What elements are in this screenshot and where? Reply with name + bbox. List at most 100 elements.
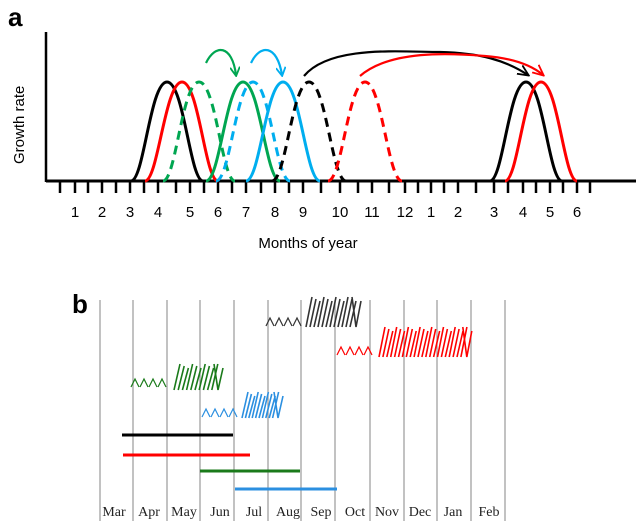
tick-label: 9: [299, 204, 307, 221]
tick-label: 2: [454, 204, 462, 221]
shoot-mark: [428, 328, 437, 358]
shoot-mark: [181, 367, 190, 391]
month-label: Sep: [311, 505, 332, 520]
triangle-markers: [130, 316, 373, 418]
shoot-mark: [349, 300, 357, 328]
shoot-mark: [309, 298, 317, 328]
shoot-mark: [425, 326, 433, 358]
tick-label: 8: [271, 204, 279, 221]
green-dashed-curve: [162, 80, 236, 183]
shoot-mark: [460, 326, 468, 358]
shoot-mark: [452, 328, 460, 358]
tick-label: 7: [242, 204, 250, 221]
shoot-mark: [241, 391, 249, 419]
shoot-mark: [421, 330, 429, 358]
shoot-mark: [448, 326, 456, 358]
shoot-mark: [382, 328, 390, 358]
red-long-arrow: [359, 52, 543, 76]
y-axis-label: Growth rate: [11, 86, 28, 164]
growth-curves: [130, 80, 578, 183]
triangle-marker: [336, 345, 346, 356]
month-label: Feb: [479, 505, 500, 520]
tick-label: 1: [71, 204, 79, 221]
shoot-tip: [213, 363, 224, 391]
blue-solid-curve: [245, 80, 321, 183]
black-dashed-curve: [271, 80, 347, 183]
tick-label: 6: [573, 204, 581, 221]
shoot-mark: [173, 363, 181, 391]
shoot-mark: [313, 300, 321, 328]
shoot-tip: [273, 391, 284, 419]
shoot-mark: [258, 395, 266, 419]
shoot-mark: [401, 326, 410, 358]
tick-label: 5: [546, 204, 554, 221]
shoot-mark: [389, 326, 398, 358]
green-arrow: [205, 48, 236, 75]
shoot-mark: [177, 365, 185, 391]
month-label: Dec: [409, 505, 432, 520]
shoot-mark: [345, 298, 353, 328]
shoot-mark: [305, 296, 313, 328]
x-axis-label: Months of year: [258, 235, 357, 252]
tick-label: 4: [519, 204, 527, 221]
tick-label: 3: [490, 204, 498, 221]
shoot-mark: [413, 326, 421, 358]
triangle-marker: [292, 316, 302, 327]
shoot-mark: [211, 363, 219, 391]
transition-arrows: [205, 48, 543, 76]
shoot-mark: [393, 328, 402, 358]
triangle-marker: [345, 345, 355, 356]
shoot-mark: [378, 326, 386, 358]
shoot-mark: [397, 330, 406, 358]
tick-label: 10: [332, 204, 349, 221]
black-curve-next-spring: [489, 80, 563, 183]
triangle-marker: [148, 377, 158, 388]
shoot-mark: [254, 393, 263, 419]
shoot-mark: [440, 328, 449, 358]
black-curve-spring: [130, 80, 204, 183]
shoot-mark: [251, 391, 259, 419]
shoot-mark: [436, 326, 445, 358]
shoot-mark: [456, 330, 464, 358]
shoot-mark: [198, 363, 206, 391]
shoot-mark: [248, 395, 256, 419]
tick-label: 4: [154, 204, 162, 221]
shoot-mark: [337, 300, 345, 328]
shoot-mark: [202, 365, 211, 391]
tick-label: 5: [186, 204, 194, 221]
month-label: May: [171, 505, 197, 520]
month-label: Jun: [210, 505, 229, 520]
month-label: Oct: [345, 505, 365, 520]
month-label: Mar: [102, 505, 126, 520]
red-curve-spring: [144, 80, 219, 183]
shoot-mark: [405, 328, 414, 358]
shoot-mark: [321, 298, 329, 328]
blue-dashed-curve: [215, 80, 291, 183]
x-tick-labels: 1 2 3 4 5 6 7 8 9 10 11 12 1 2 3 4 5 6: [71, 204, 581, 221]
red-dashed-curve: [327, 80, 403, 183]
shoot-mark: [317, 296, 325, 328]
shoot-tip: [462, 326, 473, 358]
triangle-marker: [219, 407, 229, 418]
shoot-mark: [333, 298, 341, 328]
triangle-marker: [201, 407, 211, 418]
shoot-mark: [417, 328, 425, 358]
shoot-mark: [386, 330, 394, 358]
x-axis-ticks: [58, 181, 592, 193]
tick-label: 2: [98, 204, 106, 221]
green-solid-curve: [205, 80, 281, 183]
triangle-marker: [139, 377, 149, 388]
shoot-mark: [185, 363, 194, 391]
month-label: Apr: [138, 505, 160, 520]
tick-label: 3: [126, 204, 134, 221]
tick-label: 12: [397, 204, 414, 221]
shoot-mark: [190, 365, 198, 391]
duration-bars: [122, 433, 337, 491]
triangle-marker: [354, 345, 364, 356]
shoot-mark: [329, 296, 337, 328]
shoot-mark: [244, 393, 253, 419]
shoot-mark: [194, 367, 202, 391]
panel-b-label: b: [72, 289, 88, 319]
shoot-mark: [206, 367, 215, 391]
